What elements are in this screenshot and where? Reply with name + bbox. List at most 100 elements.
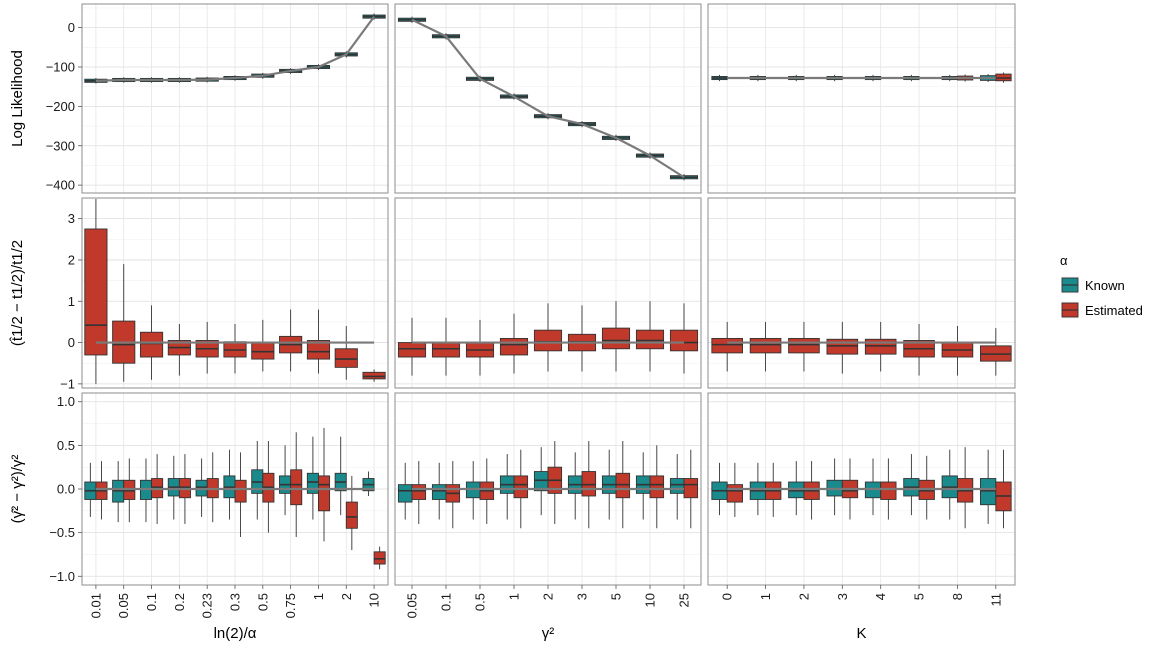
y-tick-label: 0 (68, 335, 75, 350)
panel-r2-c1: 0.05 0.1 0.5 1 2 3 5 10 25 (394, 392, 702, 618)
reference-line (411, 18, 685, 179)
x-axis-label: K (856, 625, 866, 642)
reference-line (95, 15, 375, 82)
x-tick-label: 3 (575, 593, 590, 600)
box-estimated (431, 342, 461, 358)
box-estimated (306, 340, 331, 360)
y-tick-label: 3 (68, 211, 75, 226)
panel-r0-c0: −400 −300 −200 −100 0 (46, 3, 389, 194)
box-estimated (139, 331, 164, 358)
panel-border (81, 3, 389, 194)
box-estimated (345, 501, 358, 529)
x-tick-label: 4 (873, 593, 888, 600)
box-estimated (726, 484, 743, 503)
panel-background (708, 198, 1015, 388)
y-tick-label: 1.0 (57, 394, 75, 409)
x-tick-label: 8 (950, 593, 965, 600)
panel-r1-c0: −1 0 1 2 3 (60, 197, 389, 391)
y-tick-label: 0.0 (57, 482, 75, 497)
x-tick-label: 0.1 (144, 593, 159, 611)
legend-label-known: Known (1085, 278, 1125, 293)
panel-r1-c1 (394, 197, 702, 389)
legend-title: α (1060, 253, 1068, 268)
x-tick-label: 0 (720, 593, 735, 600)
x-tick-label: 0.2 (172, 593, 187, 611)
box-known (669, 478, 685, 494)
box-estimated (669, 329, 699, 352)
x-tick-label: 2 (796, 593, 811, 600)
box-estimated (749, 337, 782, 354)
y-tick-label: 0.5 (57, 438, 75, 453)
x-tick-label: 1 (758, 593, 773, 600)
panel-r2-c0: −1.0 −0.5 0.0 0.5 1.0 0.01 0.05 0.1 0.2 0.23 0.3 0.… (49, 392, 389, 618)
box-estimated (334, 348, 358, 368)
box-estimated (362, 371, 386, 380)
y-tick-label: −1 (60, 376, 75, 391)
y-tick-label: −200 (46, 99, 75, 114)
box-estimated (683, 478, 699, 499)
box-estimated (649, 475, 665, 499)
x-tick-label: 10 (643, 593, 658, 607)
box-estimated (499, 337, 529, 356)
x-tick-label: 1 (311, 593, 326, 600)
panel-border (707, 392, 1016, 586)
panel-border (81, 197, 389, 389)
x-tick-label: 0.5 (473, 593, 488, 611)
x-tick-label: 0.75 (283, 593, 298, 618)
x-tick-label: 0.3 (228, 593, 243, 611)
y-tick-label: −1.0 (49, 569, 75, 584)
x-tick-label: 0.05 (405, 593, 420, 618)
legend-label-estimated: Estimated (1085, 303, 1143, 318)
x-tick-label: 1 (507, 593, 522, 600)
y-tick-label: 0 (68, 20, 75, 35)
box-estimated (711, 337, 743, 354)
box-estimated (290, 469, 303, 506)
box-known (397, 484, 413, 503)
y-tick-label: 1 (68, 294, 75, 309)
box-estimated (513, 475, 529, 499)
panel-border (707, 197, 1016, 389)
box-estimated (581, 471, 597, 497)
y-tick-label: −100 (46, 60, 75, 75)
box-known (980, 478, 997, 506)
x-tick-label: 5 (609, 593, 624, 600)
panel-r2-c2: 0 1 2 3 4 5 8 11 (707, 392, 1016, 607)
x-tick-label: 3 (835, 593, 850, 600)
legend: α Known Estimated (1060, 253, 1143, 320)
x-axis-label: ln(2)/α (214, 625, 257, 642)
panel-r1-c2 (707, 197, 1016, 389)
box-estimated (788, 337, 820, 354)
x-tick-label: 10 (367, 593, 382, 607)
panel-border (394, 197, 702, 389)
x-axis-label: γ² (542, 625, 555, 642)
box-estimated (880, 481, 897, 500)
box-known (533, 471, 549, 492)
x-tick-label: 11 (988, 593, 1003, 607)
y-axis-label: (t̂1/2 − t1/2)/t1/2 (9, 240, 26, 346)
y-tick-label: 2 (68, 252, 75, 267)
x-tick-label: 0.05 (116, 593, 131, 618)
box-estimated (635, 329, 665, 350)
box-estimated (318, 475, 331, 512)
y-tick-label: −300 (46, 138, 75, 153)
y-tick-label: −0.5 (49, 525, 75, 540)
box-known (306, 472, 319, 494)
panel-border (707, 3, 1016, 194)
box-estimated (411, 484, 427, 500)
x-tick-label: 0.01 (88, 593, 103, 618)
box-estimated (234, 479, 247, 503)
panel-r0-c1 (394, 3, 702, 194)
x-tick-label: 0.23 (200, 593, 215, 618)
box-known (431, 484, 447, 500)
box-estimated (84, 228, 108, 356)
box-estimated (373, 551, 386, 565)
box-estimated (615, 472, 631, 499)
box-estimated (601, 327, 631, 350)
panel-background (708, 4, 1015, 193)
box-estimated (251, 342, 275, 360)
y-tick-label: −400 (46, 178, 75, 193)
y-axis-label: Log Likelihood (9, 50, 26, 147)
x-tick-label: 5 (912, 593, 927, 600)
panel-r0-c2 (707, 3, 1016, 194)
